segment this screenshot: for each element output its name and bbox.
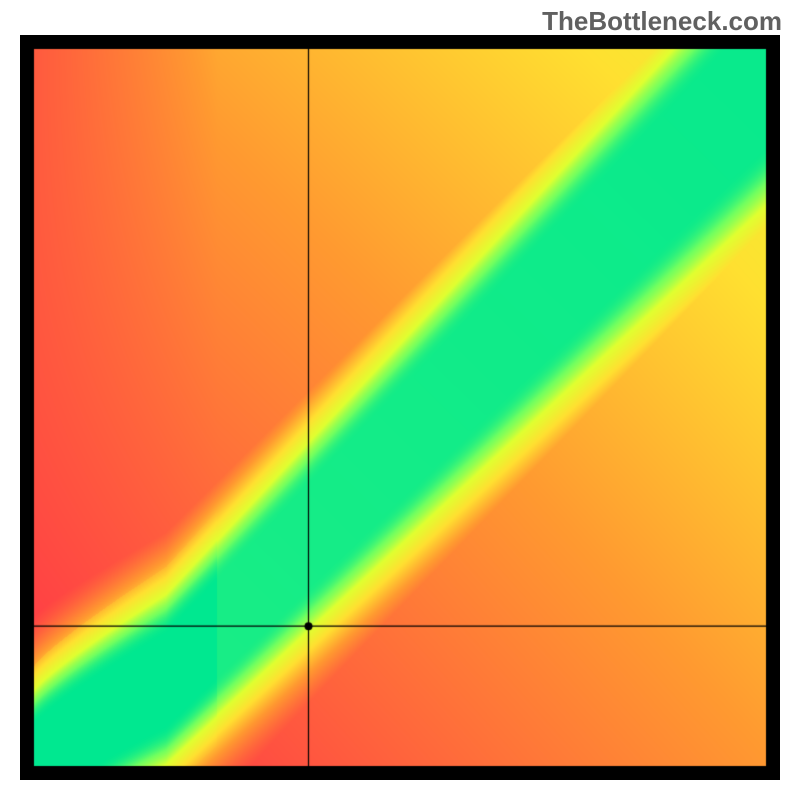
plot-frame [20, 35, 780, 780]
chart-container: TheBottleneck.com [0, 0, 800, 800]
watermark-text: TheBottleneck.com [542, 6, 782, 37]
heatmap-canvas [20, 35, 780, 780]
